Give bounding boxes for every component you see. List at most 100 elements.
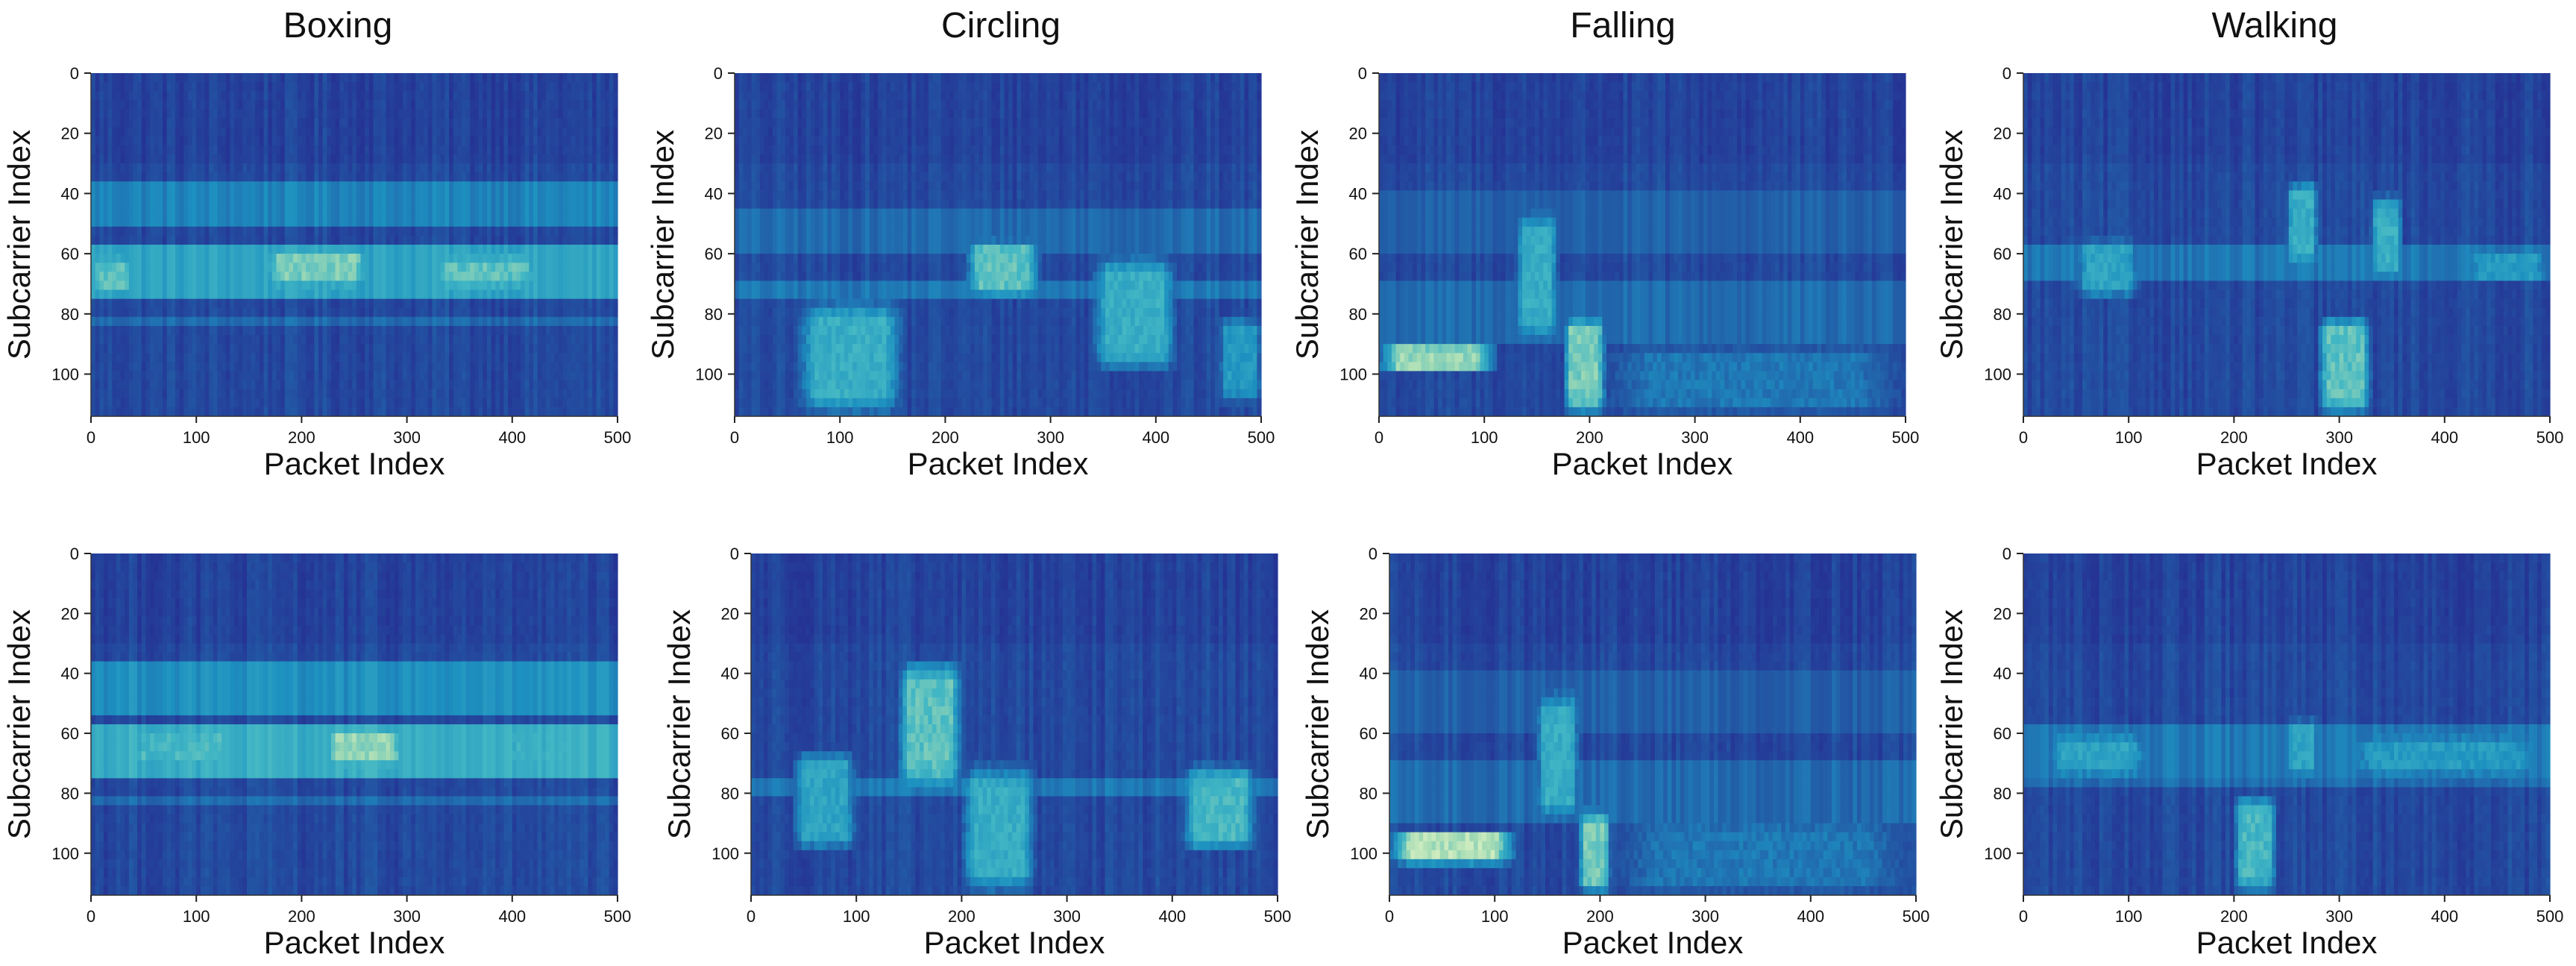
heatmap-cell [420,190,424,200]
heatmap-cell [415,145,420,155]
heatmap-cell [116,209,121,219]
heatmap-cell [390,227,395,236]
heatmap-cell [121,91,125,101]
heatmap-cell [133,82,137,92]
heatmap-cell [369,145,374,155]
heatmap-cell [360,272,365,281]
heatmap-cell [163,199,167,209]
heatmap-cell [554,190,559,200]
heatmap-cell [538,272,542,281]
heatmap-cell [533,299,538,309]
heatmap-cell [264,109,268,119]
heatmap-cell [196,128,201,137]
heatmap-cell [234,362,239,371]
heatmap-cell [242,119,247,128]
heatmap-cell [183,100,188,110]
heatmap-cell [183,145,188,155]
heatmap-cell [521,317,525,327]
heatmap-cell [331,181,336,191]
heatmap-cell [521,308,525,318]
heatmap-cell [344,218,348,228]
heatmap-cell [213,128,218,137]
heatmap-cell [474,263,479,272]
heatmap-cell [495,290,500,300]
heatmap-cell [192,145,197,155]
heatmap-cell [327,128,331,137]
heatmap-cell [365,344,369,354]
heatmap-cell [116,362,121,371]
heatmap-cell [373,181,377,191]
heatmap-cell [462,353,466,363]
heatmap-cell [424,317,428,327]
heatmap-cell [470,91,474,101]
heatmap-cell [487,263,491,272]
heatmap-cell [600,82,605,92]
heatmap-cell [112,326,116,336]
heatmap-cell [415,308,420,318]
heatmap-cell [234,145,239,155]
heatmap-cell [222,344,226,354]
heatmap-cell [369,181,374,191]
heatmap-cell [171,218,175,228]
heatmap-cell [255,163,260,173]
heatmap-cell [479,109,483,119]
heatmap-cell [171,82,175,92]
heatmap-cell [209,199,213,209]
heatmap-cell [512,100,517,110]
heatmap-cell [108,73,113,83]
heatmap-cell [201,181,205,191]
heatmap-cell [91,82,95,92]
heatmap-cell [420,128,424,137]
heatmap-cell [280,353,285,363]
heatmap-cell [479,254,483,263]
heatmap-cell [424,128,428,137]
heatmap-cell [546,317,550,327]
heatmap-cell [175,172,180,182]
heatmap-cell [508,344,512,354]
heatmap-cell [183,290,188,300]
heatmap-cell [336,290,340,300]
heatmap-cell [239,137,243,146]
heatmap-cell [369,254,374,263]
heatmap-cell [116,154,121,164]
heatmap-cell [390,353,395,363]
heatmap-cell [444,335,449,345]
heatmap-cell [344,245,348,254]
heatmap-cell [567,280,571,290]
heatmap-cell [525,172,530,182]
heatmap-cell [327,236,331,245]
heatmap-cell [171,119,175,128]
heatmap-cell [336,236,340,245]
heatmap-cell [209,290,213,300]
heatmap-cell [567,199,571,209]
heatmap-cell [613,245,618,254]
heatmap-cell [314,154,318,164]
heatmap-cell [344,109,348,119]
heatmap-cell [407,308,412,318]
heatmap-cell [533,263,538,272]
heatmap-cell [398,199,403,209]
heatmap-cell [201,100,205,110]
heatmap-cell [247,190,251,200]
heatmap-cell [525,290,530,300]
heatmap-cell [415,317,420,327]
heatmap-cell [571,326,576,336]
heatmap-cell [222,119,226,128]
heatmap-cell [516,199,521,209]
heatmap-cell [533,218,538,228]
heatmap-cell [125,128,129,137]
heatmap-cell [444,199,449,209]
heatmap-cell [584,344,588,354]
heatmap-cell [428,91,433,101]
heatmap-cell [154,272,159,281]
heatmap-cell [268,317,272,327]
heatmap-cell [242,109,247,119]
heatmap-cell [213,190,218,200]
heatmap-cell [592,199,597,209]
heatmap-cell [449,82,453,92]
heatmap-cell [415,290,420,300]
heatmap-cell [521,290,525,300]
heatmap-cell [242,263,247,272]
heatmap-cell [579,145,584,155]
heatmap-cell [348,209,353,219]
